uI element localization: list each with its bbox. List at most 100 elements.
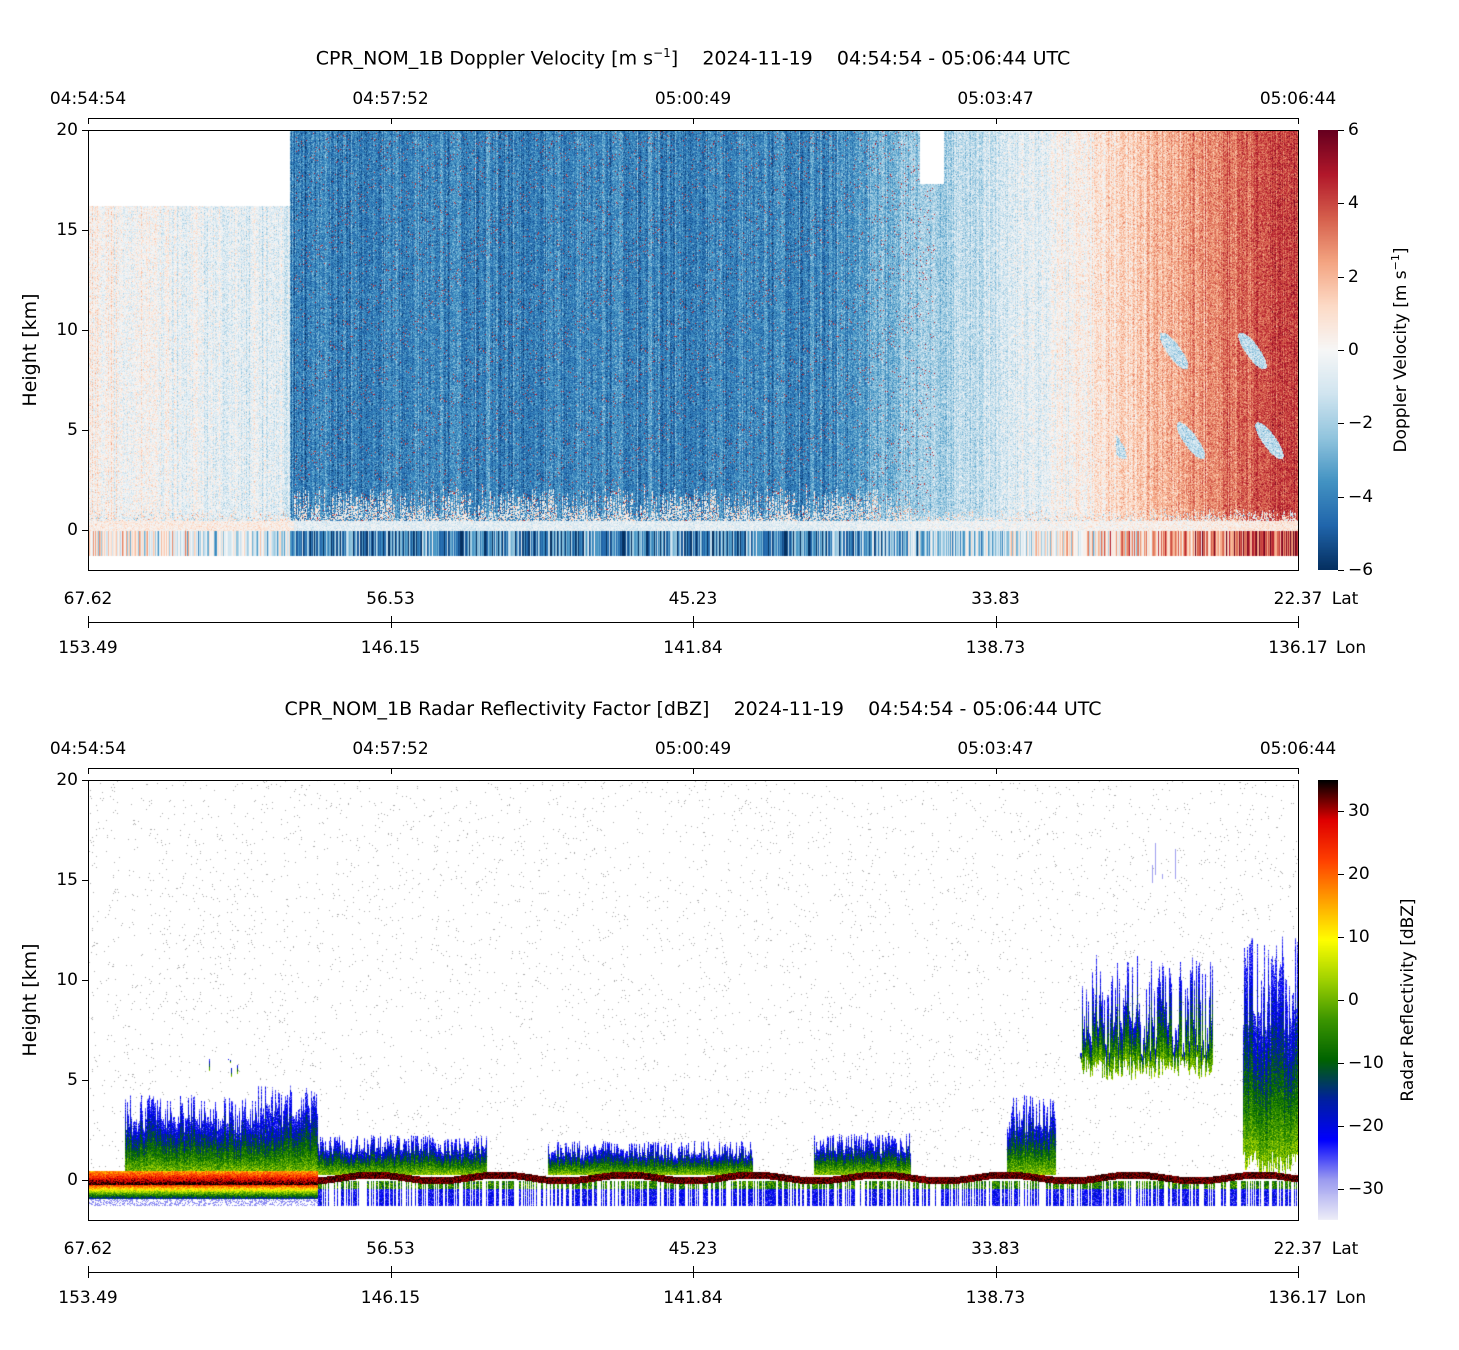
lon-tick [88, 616, 89, 628]
colorbar-tick-label: 0 [1348, 990, 1359, 1010]
time-tick [693, 118, 694, 124]
lon-axis-label: Lon [1335, 638, 1367, 658]
y-tick [82, 130, 88, 131]
doppler-colorbar [1318, 130, 1338, 570]
colorbar-tick [1338, 1188, 1344, 1190]
lon-tick [88, 1266, 89, 1278]
y-tick-label: 20 [56, 120, 78, 140]
time-tick-label: 04:54:54 [49, 739, 127, 759]
lat-axis-label: Lat [1331, 589, 1359, 609]
colorbar-tick-label: −30 [1348, 1178, 1384, 1199]
lon-tick-label: 153.49 [58, 638, 118, 658]
colorbar-tick [1338, 276, 1344, 278]
lon-tick [995, 616, 997, 628]
time-tick-label: 05:00:49 [654, 89, 732, 109]
colorbar-tick-label: −2 [1348, 413, 1374, 434]
colorbar-tick [1338, 423, 1344, 425]
lon-tick [693, 1266, 694, 1278]
time-tick-label: 05:00:49 [654, 739, 732, 759]
colorbar-tick-label: −10 [1348, 1052, 1384, 1073]
y-tick-label: 10 [56, 320, 78, 340]
doppler-title: CPR_NOM_1B Doppler Velocity [m s−1] 2024… [315, 46, 1071, 70]
lon-tick-label: 136.17 [1268, 1288, 1328, 1308]
colorbar-tick-label: 2 [1348, 266, 1359, 287]
time-tick [88, 118, 89, 124]
time-tick-label: 05:06:44 [1259, 89, 1337, 109]
lat-tick-label: 67.62 [63, 1239, 113, 1259]
y-tick-label: 15 [56, 870, 78, 890]
colorbar-tick [1338, 350, 1344, 351]
colorbar-tick-label: 10 [1348, 927, 1370, 948]
colorbar-tick-label: 20 [1348, 864, 1370, 885]
lon-tick-label: 146.15 [360, 1288, 421, 1308]
reflectivity-colorbar-label: Radar Reflectivity [dBZ] [1398, 898, 1418, 1102]
colorbar-tick-label: 30 [1348, 801, 1370, 822]
lon-tick-label: 136.17 [1268, 638, 1328, 658]
lon-tick [390, 1266, 392, 1278]
y-tick [82, 780, 88, 781]
reflectivity-title: CPR_NOM_1B Radar Reflectivity Factor [dB… [284, 698, 1102, 720]
colorbar-tick-label: −20 [1348, 1115, 1384, 1136]
colorbar-tick [1338, 203, 1344, 205]
y-tick [82, 230, 88, 231]
lon-axis-label: Lon [1335, 1288, 1367, 1308]
lon-tick [1298, 1266, 1299, 1278]
colorbar-tick [1338, 874, 1344, 876]
time-tick [390, 768, 392, 774]
time-tick [1298, 118, 1299, 124]
time-tick [995, 118, 997, 124]
time-tick [390, 118, 392, 124]
doppler-plot-frame [88, 130, 1299, 571]
lon-tick [693, 616, 694, 628]
lon-tick-label: 146.15 [360, 638, 421, 658]
lat-tick-label: 45.23 [668, 1239, 718, 1259]
y-tick-label: 15 [56, 220, 78, 240]
doppler-velocity-heatmap [88, 130, 1298, 570]
lat-tick-label: 45.23 [668, 589, 718, 609]
y-tick-label: 20 [56, 770, 78, 790]
lat-axis-label: Lat [1331, 1239, 1359, 1259]
y-tick-label: 10 [56, 970, 78, 990]
time-tick-label: 04:57:52 [352, 89, 429, 109]
y-tick-label: 5 [67, 420, 78, 440]
time-tick [1298, 768, 1299, 774]
colorbar-tick [1338, 496, 1344, 498]
lon-tick-label: 138.73 [965, 638, 1026, 658]
reflectivity-ylabel: Height [km] [19, 943, 41, 1057]
radar-reflectivity-heatmap [88, 780, 1298, 1220]
colorbar-tick [1338, 570, 1344, 571]
time-tick [88, 768, 89, 774]
lat-tick-label: 67.62 [63, 589, 113, 609]
y-tick [82, 530, 88, 531]
colorbar-tick [1338, 1000, 1344, 1001]
lon-tick-label: 138.73 [965, 1288, 1026, 1308]
reflectivity-plot-frame [88, 780, 1299, 1221]
colorbar-tick-label: 6 [1348, 120, 1359, 140]
y-tick-label: 5 [67, 1070, 78, 1090]
lat-tick-label: 22.37 [1273, 589, 1323, 609]
time-tick [995, 768, 997, 774]
y-tick [82, 1080, 88, 1081]
y-tick-label: 0 [67, 520, 78, 540]
y-tick [82, 430, 88, 431]
colorbar-tick-label: −6 [1348, 560, 1374, 580]
y-tick [82, 330, 88, 331]
lon-tick [995, 1266, 997, 1278]
y-tick [82, 980, 88, 981]
reflectivity-colorbar [1318, 780, 1338, 1220]
lon-tick-label: 141.84 [663, 638, 723, 658]
y-tick [82, 1180, 88, 1181]
colorbar-tick [1338, 1062, 1344, 1064]
lon-tick-label: 141.84 [663, 1288, 723, 1308]
lat-tick-label: 33.83 [971, 589, 1020, 609]
doppler-ylabel: Height [km] [19, 293, 41, 407]
doppler-colorbar-label: Doppler Velocity [m s−1] [1389, 247, 1411, 453]
lat-tick-label: 22.37 [1273, 1239, 1323, 1259]
colorbar-tick [1338, 1125, 1344, 1127]
colorbar-tick-label: −4 [1348, 486, 1374, 507]
time-tick-label: 05:03:47 [957, 739, 1034, 759]
lat-tick-label: 56.53 [366, 1239, 415, 1259]
colorbar-tick [1338, 811, 1344, 813]
colorbar-tick [1338, 937, 1344, 939]
